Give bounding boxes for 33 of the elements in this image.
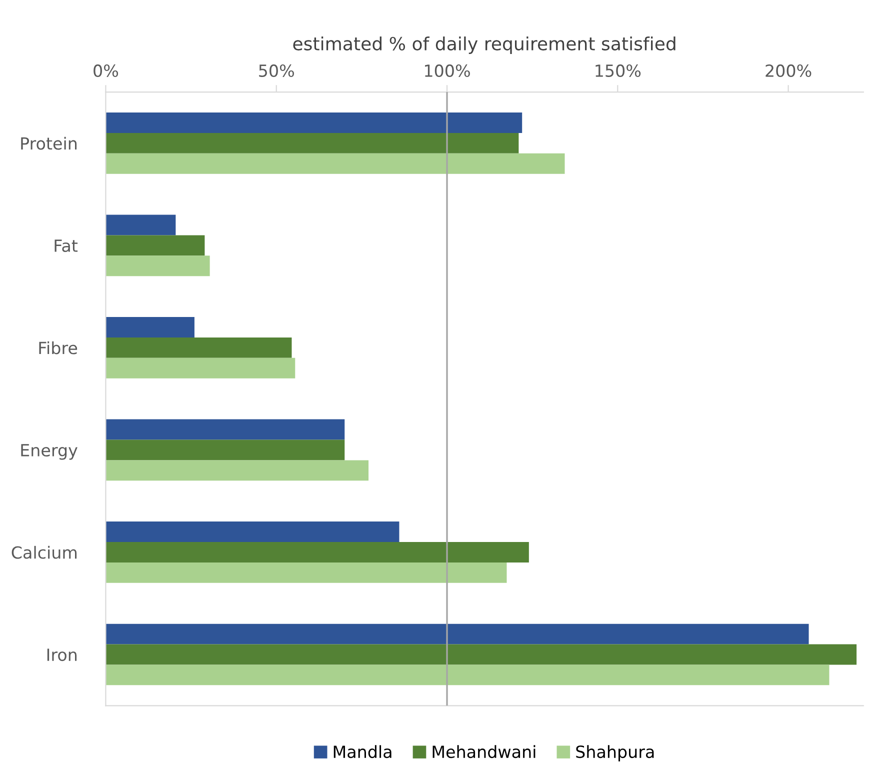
y-tick-label: Fibre bbox=[39, 341, 78, 354]
bar bbox=[106, 358, 296, 378]
legend-label: Mehandwani bbox=[432, 745, 536, 758]
bar bbox=[106, 562, 507, 583]
bar bbox=[106, 460, 369, 481]
bar bbox=[106, 235, 205, 256]
bar bbox=[106, 440, 345, 460]
bar bbox=[106, 337, 292, 358]
bar bbox=[106, 214, 176, 236]
bar bbox=[106, 112, 522, 133]
y-tick-label: Calcium bbox=[12, 546, 77, 559]
y-tick-label: Fat bbox=[54, 240, 78, 252]
x-tick-label: 200% bbox=[766, 64, 812, 78]
bar bbox=[106, 419, 345, 440]
x-tick-label: 150% bbox=[596, 64, 641, 78]
bar bbox=[106, 132, 519, 154]
x-tick-label: 100% bbox=[425, 64, 470, 78]
bar bbox=[106, 153, 565, 174]
x-tick-label: 0% bbox=[94, 64, 118, 78]
legend-label: Mandla bbox=[334, 745, 392, 758]
y-tick-label: Energy bbox=[21, 444, 78, 460]
x-axis-title: estimated % of daily requirement satisfied bbox=[293, 36, 676, 54]
bar bbox=[106, 644, 857, 665]
x-tick-label: 50% bbox=[259, 64, 294, 78]
bar bbox=[106, 256, 210, 276]
y-tick-label: Protein bbox=[21, 136, 77, 150]
bar bbox=[106, 664, 830, 686]
bar bbox=[106, 522, 400, 542]
bar bbox=[106, 624, 809, 644]
bar bbox=[106, 317, 194, 338]
bar bbox=[106, 542, 529, 562]
y-tick-label: Iron bbox=[47, 648, 77, 662]
legend-label: Shahpura bbox=[576, 745, 654, 762]
